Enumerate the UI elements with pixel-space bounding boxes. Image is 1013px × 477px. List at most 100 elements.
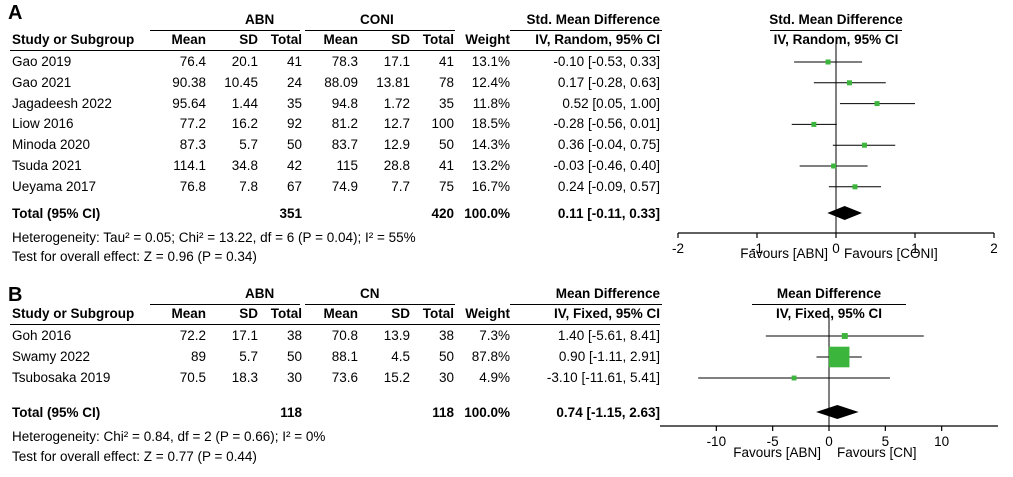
panel-a-study-4-m2: 83.7 (331, 137, 358, 153)
panel-b-plot-rule (752, 304, 906, 305)
panel-a-study-3-weight: 18.5% (471, 116, 510, 132)
panel-b-study-2-sd2: 15.2 (383, 370, 410, 385)
panel-a-study-4-m1: 87.3 (179, 137, 206, 153)
panel-b-plot-subheader: IV, Fixed, 95% CI (775, 306, 883, 321)
panel-a-study-0-sd2: 17.1 (383, 54, 410, 69)
panel-b-study-0-m1: 72.2 (179, 328, 206, 343)
panel-a-study-4-n2: 50 (438, 137, 454, 153)
panel-b-study-1-marker (828, 346, 850, 368)
panel-a-study-6-m1: 76.8 (179, 178, 206, 194)
panel-b-col-header-ci: IV, Fixed, 95% CI (553, 306, 660, 321)
panel-a-study-0-m2: 78.3 (331, 54, 358, 69)
panel-b-effect-rule (510, 304, 662, 305)
panel-b-overall-effect: Test for overall effect: Z = 0.77 (P = 0… (12, 449, 257, 464)
panel-b-group2-header: CN (360, 286, 380, 301)
panel-b-favours-left: Favours [ABN] (733, 445, 821, 460)
panel-a-col-header-sd2: SD (391, 32, 410, 47)
panel-b-study-0-ci: 1.40 [-5.61, 8.41] (557, 328, 660, 343)
panel-a-study-4-ci: 0.36 [-0.04, 0.75] (557, 137, 660, 153)
panel-a-favours-right: Favours [CONI] (844, 246, 938, 261)
panel-a-study-2-marker (874, 101, 880, 107)
panel-a-study-5-n1: 42 (286, 158, 302, 173)
panel-b-total-weight: 100.0% (464, 405, 510, 420)
panel-a-study-3-marker (811, 121, 817, 127)
panel-a-header-rule (10, 50, 660, 51)
panel-a-group2-rule (305, 30, 455, 31)
panel-a-study-3-m2: 81.2 (331, 116, 358, 132)
panel-a-study-0-weight: 13.1% (471, 54, 510, 69)
panel-b-col-header-n1: Total (270, 306, 302, 321)
panel-a-col-header-weight: Weight (465, 32, 510, 47)
panel-a-study-0-marker (825, 59, 831, 65)
panel-b-col-header-m1: Mean (171, 306, 206, 321)
panel-b-study-0-name: Goh 2016 (12, 328, 72, 343)
panel-b-study-0-m2: 70.8 (331, 328, 358, 343)
panel-a-study-4-sd2: 12.9 (383, 137, 410, 153)
panel-a-study-2-weight: 11.8% (472, 95, 510, 111)
panel-b-label: B (8, 284, 23, 306)
panel-a-study-2-sd2: 1.72 (383, 95, 410, 111)
panel-b-study-2-n2: 30 (438, 370, 454, 385)
panel-b-study-1-n1: 50 (286, 349, 302, 364)
panel-a-group1-rule (150, 30, 300, 31)
panel-a-total-name: Total (95% CI) (12, 206, 101, 221)
panel-a-study-2-n2: 35 (438, 95, 454, 111)
panel-a-label: A (8, 2, 23, 24)
panel-a-study-6-n2: 75 (438, 178, 454, 194)
panel-a-study-6-m2: 74.9 (331, 178, 358, 194)
panel-b-study-2-m2: 73.6 (331, 370, 358, 385)
panel-a-study-0-n1: 41 (286, 54, 302, 69)
panel-b-col-header-n2: Total (422, 306, 454, 321)
panel-a-study-6-name: Ueyama 2017 (12, 178, 97, 194)
panel-a-total-ci: 0.11 [-0.11, 0.33] (557, 206, 660, 221)
panel-b-study-2-sd1: 18.3 (231, 370, 258, 385)
panel-b-study-2-n1: 30 (286, 370, 302, 385)
panel-a-plot-rule (770, 30, 902, 31)
panel-a-total-weight: 100.0% (464, 206, 510, 221)
panel-a-study-5-marker (831, 163, 837, 169)
panel-a-plot-header: Std. Mean Difference (769, 12, 903, 27)
panel-a-study-0-m1: 76.4 (179, 54, 206, 69)
panel-a-col-header-n2: Total (422, 32, 454, 47)
panel-a-study-0-ci: -0.10 [-0.53, 0.33] (553, 54, 660, 69)
panel-a-study-4-weight: 14.3% (471, 137, 510, 153)
panel-b-header-rule (10, 324, 660, 325)
panel-a-study-0-name: Gao 2019 (12, 54, 72, 69)
panel-b-group1-header: ABN (245, 286, 275, 301)
panel-a-effect-header: Std. Mean Difference (526, 12, 660, 27)
panel-a-plot-subheader: IV, Random, 95% CI (773, 32, 899, 47)
panel-a-study-3-n2: 100 (431, 116, 454, 132)
panel-a-total-diamond (827, 206, 863, 220)
panel-a-study-2-name: Jagadeesh 2022 (12, 95, 112, 111)
panel-a-study-4-n1: 50 (286, 137, 302, 153)
panel-a-study-1-ci: 0.17 [-0.28, 0.63] (557, 74, 660, 90)
panel-a-study-3-n1: 92 (286, 116, 302, 132)
panel-a-heterogeneity: Heterogeneity: Tau² = 0.05; Chi² = 13.22… (12, 230, 416, 245)
panel-a-study-1-marker (846, 80, 852, 86)
panel-a-study-6-n1: 67 (286, 178, 302, 194)
panel-b-col-header-name: Study or Subgroup (12, 306, 135, 321)
panel-b-study-2-name: Tsubosaka 2019 (12, 370, 111, 385)
panel-a-study-6-ci: 0.24 [-0.09, 0.57] (557, 178, 660, 194)
panel-a-study-2-m2: 94.8 (331, 95, 358, 111)
panel-b-total-ci: 0.74 [-1.15, 2.63] (556, 405, 660, 420)
panel-a-favours-left: Favours [ABN] (740, 246, 828, 261)
panel-a-study-0-sd1: 20.1 (231, 54, 258, 69)
panel-a-study-5-sd2: 28.8 (383, 158, 410, 173)
panel-b-col-header-sd1: SD (239, 306, 258, 321)
panel-a-study-0-n2: 41 (438, 54, 454, 69)
panel-b-col-header-m2: Mean (323, 306, 358, 321)
panel-a-study-5-weight: 13.2% (471, 158, 510, 173)
panel-a-x-tick-label-0: -2 (672, 241, 684, 256)
panel-a-col-header-m1: Mean (171, 32, 206, 47)
panel-b-study-2-ci: -3.10 [-11.61, 5.41] (546, 370, 660, 385)
panel-b-study-1-name: Swamy 2022 (12, 349, 91, 364)
panel-b-study-1-m2: 88.1 (331, 349, 358, 364)
panel-a-study-6-weight: 16.7% (471, 178, 510, 194)
panel-b-study-1-sd1: 5.7 (239, 349, 258, 364)
panel-a-study-6-sd2: 7.7 (391, 178, 410, 194)
panel-a-study-1-weight: 12.4% (471, 74, 510, 90)
